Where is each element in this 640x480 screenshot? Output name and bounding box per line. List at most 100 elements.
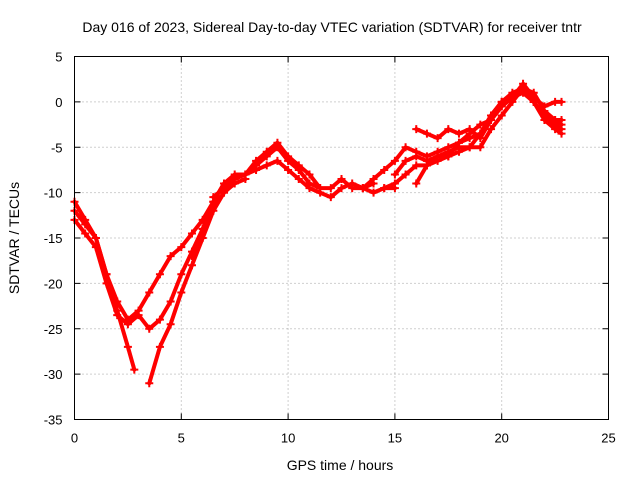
data-point [316,184,325,193]
data-point [497,111,506,120]
data-point [177,288,186,297]
data-point [241,170,250,179]
data-point [284,152,293,161]
data-point [465,125,474,134]
data-point [326,193,335,202]
data-point [155,270,164,279]
ticks: 0 5 10 15 20 25 -35 -30 -25 -20 -15 -10 -5 0 5 [44,50,616,446]
data-point [130,365,139,374]
data-point [476,120,485,129]
data-point [497,102,506,111]
data-point [540,102,549,111]
x-tick-label: 10 [281,431,295,446]
series-group [70,79,566,388]
data-point [187,261,196,270]
data-point [380,184,389,193]
data-point [273,138,282,147]
data-point [444,125,453,134]
data-point [273,156,282,165]
series-line [72,190,226,331]
data-point [412,161,421,170]
y-tick-label: 0 [55,95,62,110]
data-point [177,270,186,279]
y-axis-label: SDTVAR / TECUs [6,182,22,294]
data-point [155,342,164,351]
data-point [187,229,196,238]
data-point [262,147,271,156]
data-point [454,138,463,147]
data-point [401,156,410,165]
data-point [145,379,154,388]
series-line [190,145,376,259]
y-tick-label: -5 [51,140,63,155]
chart-title: Day 016 of 2023, Sidereal Day-to-day VTE… [82,19,582,35]
series-track [70,179,229,324]
data-point [145,324,154,333]
data-point [465,143,474,152]
data-point [369,188,378,197]
data-point [166,252,175,261]
x-tick-label: 25 [601,431,615,446]
data-point [412,125,421,134]
data-point [252,165,261,174]
x-axis-label: GPS time / hours [287,457,394,473]
data-point [348,179,357,188]
data-point [412,152,421,161]
data-point [81,229,90,238]
data-point [337,184,346,193]
data-point [113,311,122,320]
series-track [70,197,139,374]
data-point [305,170,314,179]
data-point [444,152,453,161]
data-point [123,320,132,329]
data-point [294,161,303,170]
series-track [412,84,566,143]
data-point [284,165,293,174]
data-point [380,165,389,174]
series-line [72,199,137,372]
x-tick-label: 15 [388,431,402,446]
data-point [198,224,207,233]
data-point [134,311,143,320]
data-point [230,175,239,184]
data-point [487,116,496,125]
data-point [540,111,549,120]
data-point [305,184,314,193]
data-point [508,93,517,102]
y-tick-label: -15 [44,231,63,246]
data-point [294,175,303,184]
data-point [476,143,485,152]
data-point [187,252,196,261]
data-point [91,234,100,242]
data-point [326,184,335,193]
data-point [358,184,367,193]
x-tick-label: 0 [71,431,78,446]
data-point [220,184,229,193]
data-point [519,84,528,93]
data-point [81,220,90,229]
data-point [390,179,399,188]
data-point [262,161,271,170]
data-point [401,170,410,179]
data-point [166,320,175,329]
data-point [487,125,496,134]
series-line [147,177,248,386]
data-point [557,116,566,125]
data-point [401,143,410,152]
series-line [243,140,323,191]
y-tick-label: -10 [44,186,63,201]
data-point [145,288,154,297]
data-point [557,129,566,138]
y-tick-label: -30 [44,367,63,382]
data-point [390,170,399,179]
data-point [337,175,346,184]
data-point [422,129,431,138]
data-point [123,342,132,351]
data-point [166,297,175,306]
series-track [145,175,250,388]
data-point [390,156,399,165]
y-tick-label: -25 [44,322,63,337]
data-point [476,134,485,143]
data-point [422,161,431,170]
